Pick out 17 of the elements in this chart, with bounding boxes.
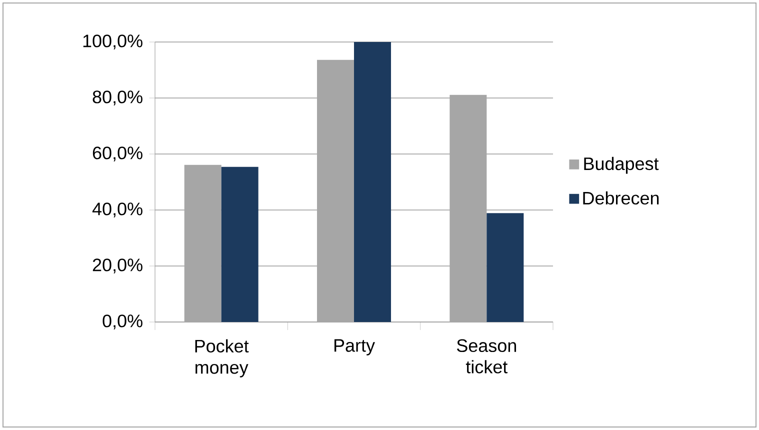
y-tick-label: 0,0%	[102, 314, 142, 330]
y-tick-label: 80,0%	[92, 90, 142, 106]
bar	[317, 60, 354, 322]
bar	[221, 166, 258, 322]
legend-label: Debrecen	[583, 191, 659, 205]
y-tick-label: 100,0%	[83, 34, 142, 50]
bar	[354, 42, 392, 322]
y-tick-label: 60,0%	[92, 146, 142, 162]
x-tick-label: Pocket money	[195, 339, 249, 378]
legend-label: Budapest	[584, 156, 659, 174]
bar	[184, 164, 222, 322]
bar	[450, 94, 487, 322]
bar	[486, 213, 524, 322]
x-tick-label: Party	[334, 339, 375, 356]
x-tick-label: Season ticket	[456, 339, 516, 374]
y-tick-label: 20,0%	[92, 258, 142, 274]
y-tick-label: 40,0%	[92, 202, 142, 218]
